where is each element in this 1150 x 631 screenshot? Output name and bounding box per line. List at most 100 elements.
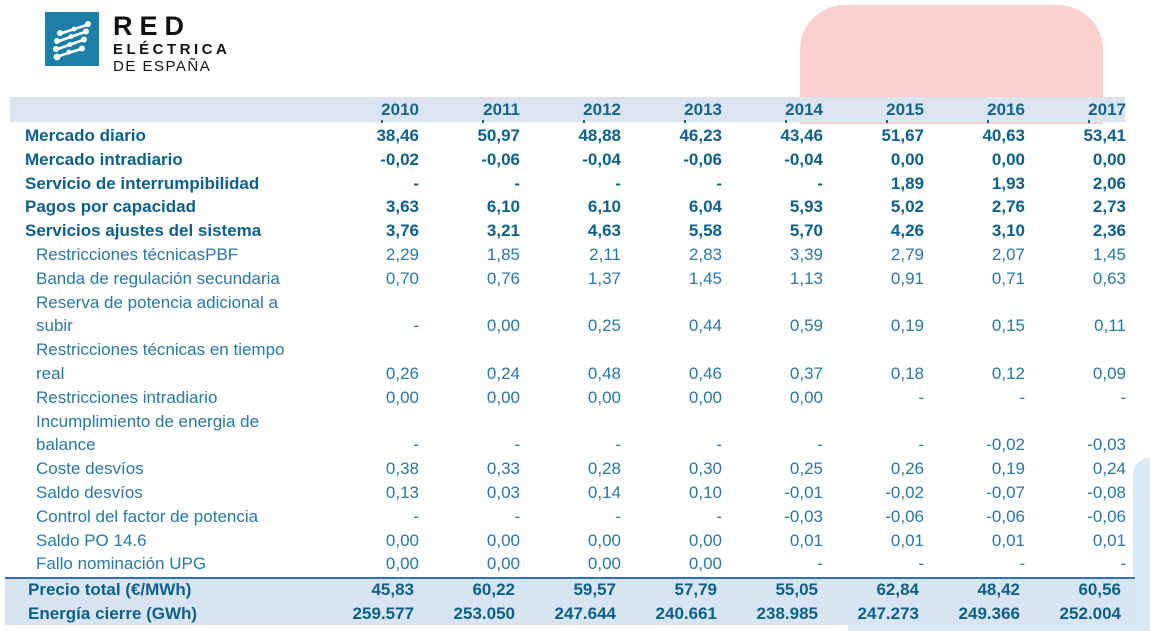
table-row: Mercado diario 38,46 50,97 48,88 46,23 43,46 5… (10, 124, 1128, 148)
table-cell: 0,00 (385, 530, 419, 550)
table-cell: - (817, 554, 823, 574)
year-tick-mark (583, 119, 585, 123)
table-cell: -0,04 (784, 149, 823, 169)
table-cell: 1,45 (1092, 244, 1126, 264)
row-label: Banda de regulación secundaria (36, 268, 280, 288)
table-cell: -0,02 (986, 435, 1025, 455)
year-tick-mark (482, 119, 484, 123)
table-row: Servicios ajustes del sistema 3,76 3,21 4,6… (10, 219, 1128, 243)
table-row: Restricciones intradiario 0,00 0,00 0,00 0,0… (10, 386, 1128, 410)
table-cell: 40,63 (982, 126, 1025, 145)
logo-line-red: RED (113, 11, 192, 41)
table-cell: 0,01 (890, 530, 924, 550)
table-cell: 0,00 (688, 554, 722, 574)
row-label: Mercado diario (25, 126, 146, 145)
year-tick-mark (1088, 119, 1090, 123)
table-cell: 0,12 (991, 363, 1025, 383)
row-label: Energía cierre (GWh) (28, 603, 198, 623)
table-row: Saldo desvíos 0,13 0,03 0,14 0,10 -0,01 -0,02 -… (10, 481, 1128, 505)
table-row: Mercado intradiario -0,02 -0,06 -0,04 -0,06 -… (10, 148, 1128, 172)
year-header-2013: 2013 (623, 100, 724, 123)
table-cell: 0,01 (1092, 530, 1126, 550)
table-cell: 0,25 (587, 316, 621, 336)
table-cell: 0,71 (991, 268, 1025, 288)
row-label: Mercado intradiario (25, 149, 183, 169)
table-cell: 4,26 (890, 221, 924, 241)
table-cell: 0,37 (789, 363, 823, 383)
table-cell: - (1120, 387, 1126, 407)
row-label: Incumplimiento de energia de balance (36, 411, 260, 455)
table-cell: -0,04 (582, 149, 621, 169)
table-cell: 253.050 (453, 603, 515, 623)
blue-side-background-shape (1133, 458, 1150, 631)
table-cell: - (615, 173, 621, 193)
table-row: Energía cierre (GWh) 259.577 253.050 247.64… (5, 602, 1128, 626)
totals-band (5, 577, 1135, 625)
table-cell: 0,24 (1092, 459, 1126, 479)
table-cell: 259.577 (352, 603, 414, 623)
table-cell: 0,00 (1092, 149, 1126, 169)
table-cell: 247.273 (857, 603, 919, 623)
table-cell: 55,05 (775, 580, 818, 599)
table-cell: 2,06 (1092, 173, 1126, 193)
table-cell: -0,02 (885, 482, 924, 502)
row-label: Fallo nominación UPG (36, 554, 207, 574)
row-label: Pagos por capacidad (25, 197, 196, 217)
row-label: Precio total (€/MWh) (28, 580, 192, 599)
year-header-2014: 2014 (724, 100, 825, 123)
table-cell: - (918, 435, 924, 455)
table-cell: 0,00 (486, 554, 520, 574)
table-cell: 0,25 (789, 459, 823, 479)
year-header-2012: 2012 (522, 100, 623, 123)
table-cell: 59,57 (573, 580, 616, 599)
table-cell: 238.985 (756, 603, 818, 623)
table-cell: 2,11 (589, 244, 621, 264)
ree-logo: RED ELÉCTRICA DE ESPAÑA (45, 12, 230, 75)
table-cell: 0,00 (688, 387, 722, 407)
table-cell: - (817, 435, 823, 455)
table-cell: 43,46 (780, 126, 823, 145)
table-cell: - (615, 435, 621, 455)
row-label: Saldo PO 14.6 (36, 530, 147, 550)
table-row: Saldo PO 14.6 0,00 0,00 0,00 0,00 0,01 0,01 0,0… (10, 529, 1128, 553)
table-cell: 0,30 (688, 459, 722, 479)
table-cell: 0,00 (991, 149, 1025, 169)
table-row: Precio total (€/MWh) 45,83 60,22 59,57 57,79… (5, 578, 1128, 602)
table-cell: 0,70 (385, 268, 419, 288)
row-label: Restricciones técnicasPBF (36, 244, 239, 264)
table-cell: 50,97 (477, 126, 520, 145)
table-cell: 3,10 (991, 221, 1025, 241)
table-cell: - (1120, 554, 1126, 574)
table-cell: 1,37 (587, 268, 621, 288)
network-dots-icon (53, 21, 91, 61)
row-label: Restricciones intradiario (36, 387, 218, 407)
table-cell: 48,42 (977, 580, 1020, 599)
year-tick-mark (886, 119, 888, 123)
table-cell: 247.644 (554, 603, 616, 623)
table-cell: 1,93 (991, 173, 1025, 193)
table-cell: 0,18 (890, 363, 924, 383)
table-cell: -0,06 (1087, 506, 1126, 526)
table-cell: 0,00 (587, 554, 621, 574)
table-cell: 3,63 (385, 197, 419, 217)
table-row: Restricciones técnicas en tiempo real 0,2… (10, 338, 1128, 386)
price-table-body: Mercado diario 38,46 50,97 48,88 46,23 43,46 5… (10, 124, 1128, 576)
table-row: Servicio de interrumpibilidad - - - - - 1,89 1,… (10, 172, 1128, 196)
table-cell: 0,00 (587, 387, 621, 407)
table-cell: 0,28 (587, 459, 621, 479)
table-cell: 0,38 (385, 459, 419, 479)
table-cell: 0,00 (385, 554, 419, 574)
table-row: Coste desvíos 0,38 0,33 0,28 0,30 0,25 0,26 0,1… (10, 457, 1128, 481)
table-cell: 1,13 (789, 268, 823, 288)
table-cell: - (1019, 387, 1025, 407)
table-cell: -0,06 (885, 506, 924, 526)
table-cell: 5,70 (789, 221, 823, 241)
table-cell: -0,06 (986, 506, 1025, 526)
table-row: Banda de regulación secundaria 0,70 0,76 1,… (10, 267, 1128, 291)
table-cell: 0,00 (587, 530, 621, 550)
year-tick-mark (684, 119, 686, 123)
table-cell: 0,26 (890, 459, 924, 479)
table-cell: 240.661 (655, 603, 717, 623)
table-cell: 0,13 (385, 482, 419, 502)
